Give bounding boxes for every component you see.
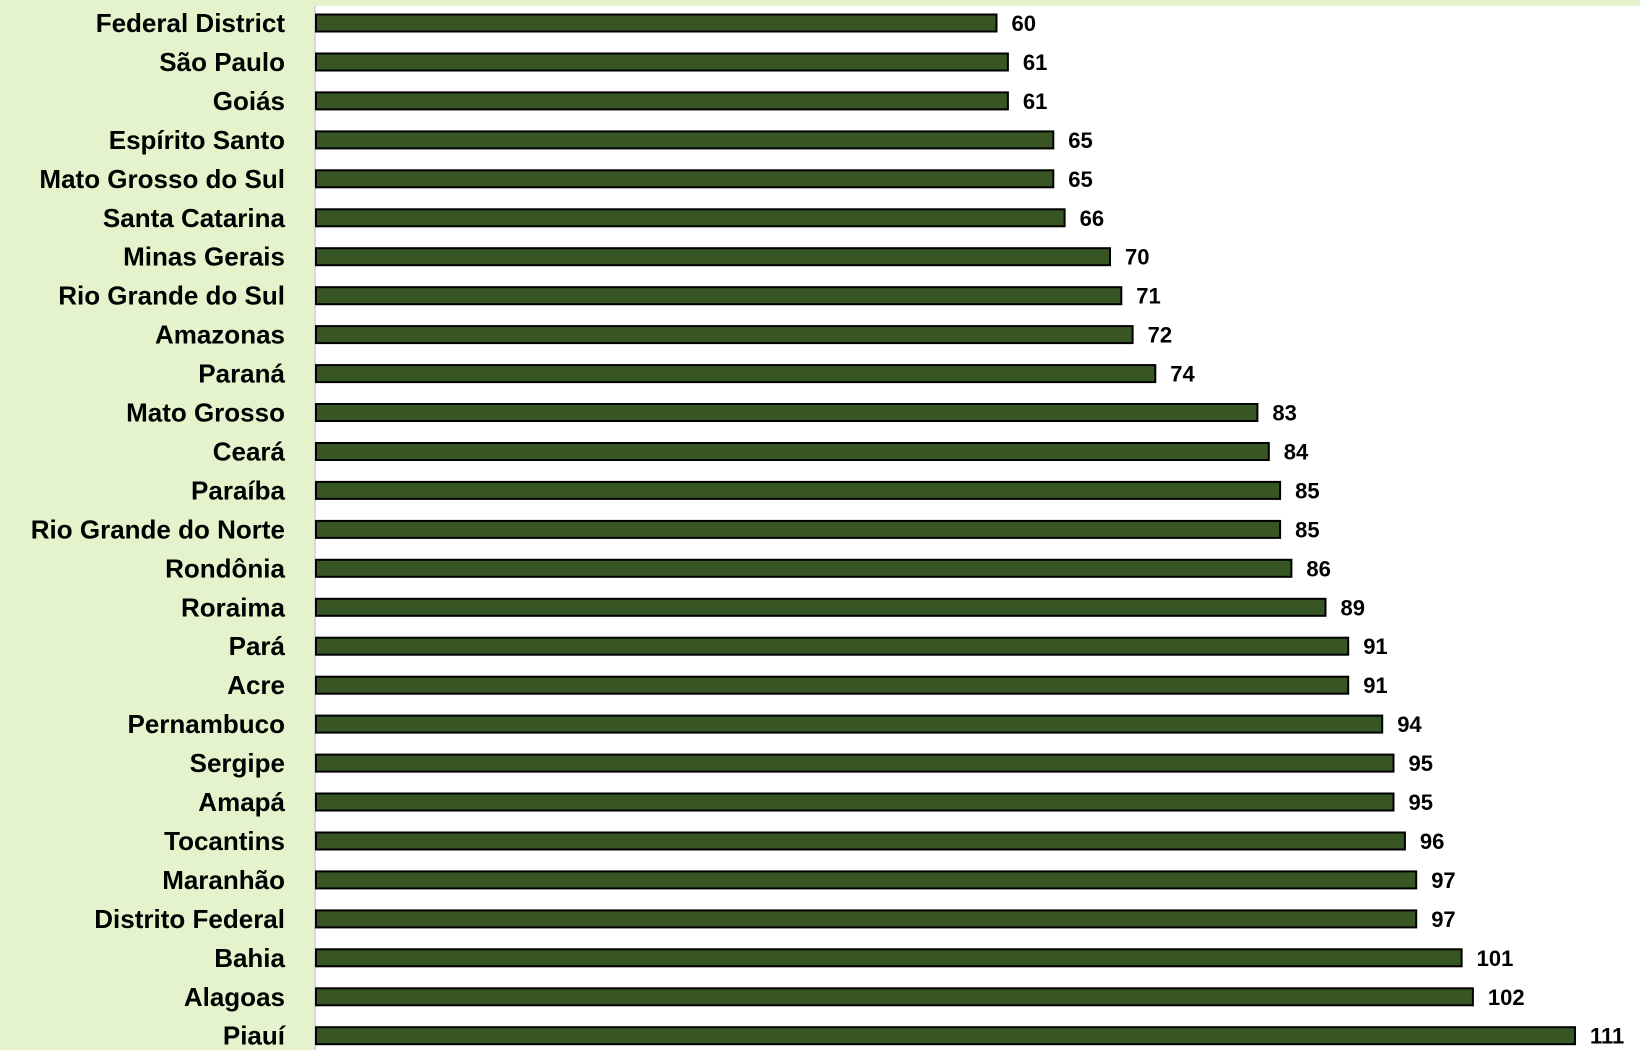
bar <box>315 987 1474 1007</box>
data-label: 96 <box>1420 829 1444 854</box>
bar <box>315 753 1395 773</box>
data-label: 72 <box>1148 323 1172 348</box>
data-label: 101 <box>1477 946 1514 971</box>
bar <box>315 13 998 33</box>
data-label: 65 <box>1068 128 1092 153</box>
bar <box>315 208 1066 228</box>
category-tick-label: Goiás <box>213 86 285 116</box>
category-tick-label: Mato Grosso do Sul <box>39 164 285 194</box>
bar <box>315 831 1406 851</box>
bar <box>315 286 1123 306</box>
bar <box>315 325 1134 345</box>
category-tick-label: Acre <box>227 670 285 700</box>
category-tick-label: Distrito Federal <box>94 904 285 934</box>
bar <box>315 91 1009 111</box>
bar <box>315 130 1055 150</box>
data-label: 60 <box>1012 11 1036 36</box>
category-tick-label: Espírito Santo <box>109 125 285 155</box>
bar <box>315 364 1157 384</box>
category-tick-label: São Paulo <box>159 47 285 77</box>
data-label: 85 <box>1295 517 1319 542</box>
category-tick-label: Sergipe <box>190 748 285 778</box>
category-label-panel <box>0 0 314 1050</box>
data-label: 89 <box>1341 595 1365 620</box>
bar <box>315 675 1350 695</box>
data-label: 70 <box>1125 245 1149 270</box>
data-label: 97 <box>1431 868 1455 893</box>
data-label: 91 <box>1363 634 1387 659</box>
bar <box>315 636 1350 656</box>
bar <box>315 403 1259 422</box>
category-tick-label: Minas Gerais <box>123 242 285 272</box>
category-tick-label: Amazonas <box>155 320 285 350</box>
bar <box>315 519 1282 539</box>
bar <box>315 442 1270 461</box>
bar <box>315 169 1055 189</box>
data-label: 94 <box>1397 712 1422 737</box>
data-label: 61 <box>1023 50 1047 75</box>
data-label: 65 <box>1068 167 1092 192</box>
data-label: 95 <box>1409 790 1433 815</box>
category-tick-label: Roraima <box>181 592 286 622</box>
data-label: 83 <box>1272 401 1296 426</box>
data-label: 84 <box>1284 440 1309 465</box>
data-label: 61 <box>1023 89 1047 114</box>
data-label: 111 <box>1590 1024 1624 1049</box>
category-tick-label: Ceará <box>213 437 286 467</box>
category-tick-label: Maranhão <box>162 865 285 895</box>
data-label: 95 <box>1409 751 1433 776</box>
bar <box>315 52 1009 72</box>
category-tick-label: Paraíba <box>191 475 285 505</box>
data-label: 102 <box>1488 985 1525 1010</box>
category-tick-label: Pará <box>229 631 286 661</box>
bar <box>315 480 1282 500</box>
bar <box>315 909 1418 929</box>
category-tick-label: Rio Grande do Sul <box>58 281 285 311</box>
bar <box>315 714 1384 734</box>
data-label: 97 <box>1431 907 1455 932</box>
bar <box>315 597 1327 617</box>
category-tick-label: Amapá <box>198 787 285 817</box>
bar <box>315 558 1293 578</box>
data-label: 91 <box>1363 673 1387 698</box>
category-tick-label: Paraná <box>198 359 285 389</box>
category-tick-label: Rondônia <box>165 553 285 583</box>
data-label: 74 <box>1170 362 1195 387</box>
plot-top-strip <box>314 0 1640 6</box>
bar <box>315 1026 1576 1046</box>
category-tick-label: Piauí <box>223 1021 286 1050</box>
data-label: 86 <box>1306 556 1330 581</box>
bar <box>315 792 1395 812</box>
category-tick-label: Santa Catarina <box>103 203 286 233</box>
bar <box>315 870 1418 890</box>
bar <box>315 948 1463 968</box>
category-tick-label: Pernambuco <box>128 709 286 739</box>
category-tick-label: Alagoas <box>184 982 285 1012</box>
category-tick-label: Federal District <box>96 8 286 38</box>
data-label: 85 <box>1295 478 1319 503</box>
category-tick-label: Bahia <box>214 943 285 973</box>
category-tick-label: Tocantins <box>164 826 285 856</box>
data-label: 71 <box>1136 284 1160 309</box>
category-tick-label: Rio Grande do Norte <box>31 514 285 544</box>
bar <box>315 247 1111 267</box>
data-label: 66 <box>1080 206 1104 231</box>
category-tick-label: Mato Grosso <box>126 398 285 428</box>
